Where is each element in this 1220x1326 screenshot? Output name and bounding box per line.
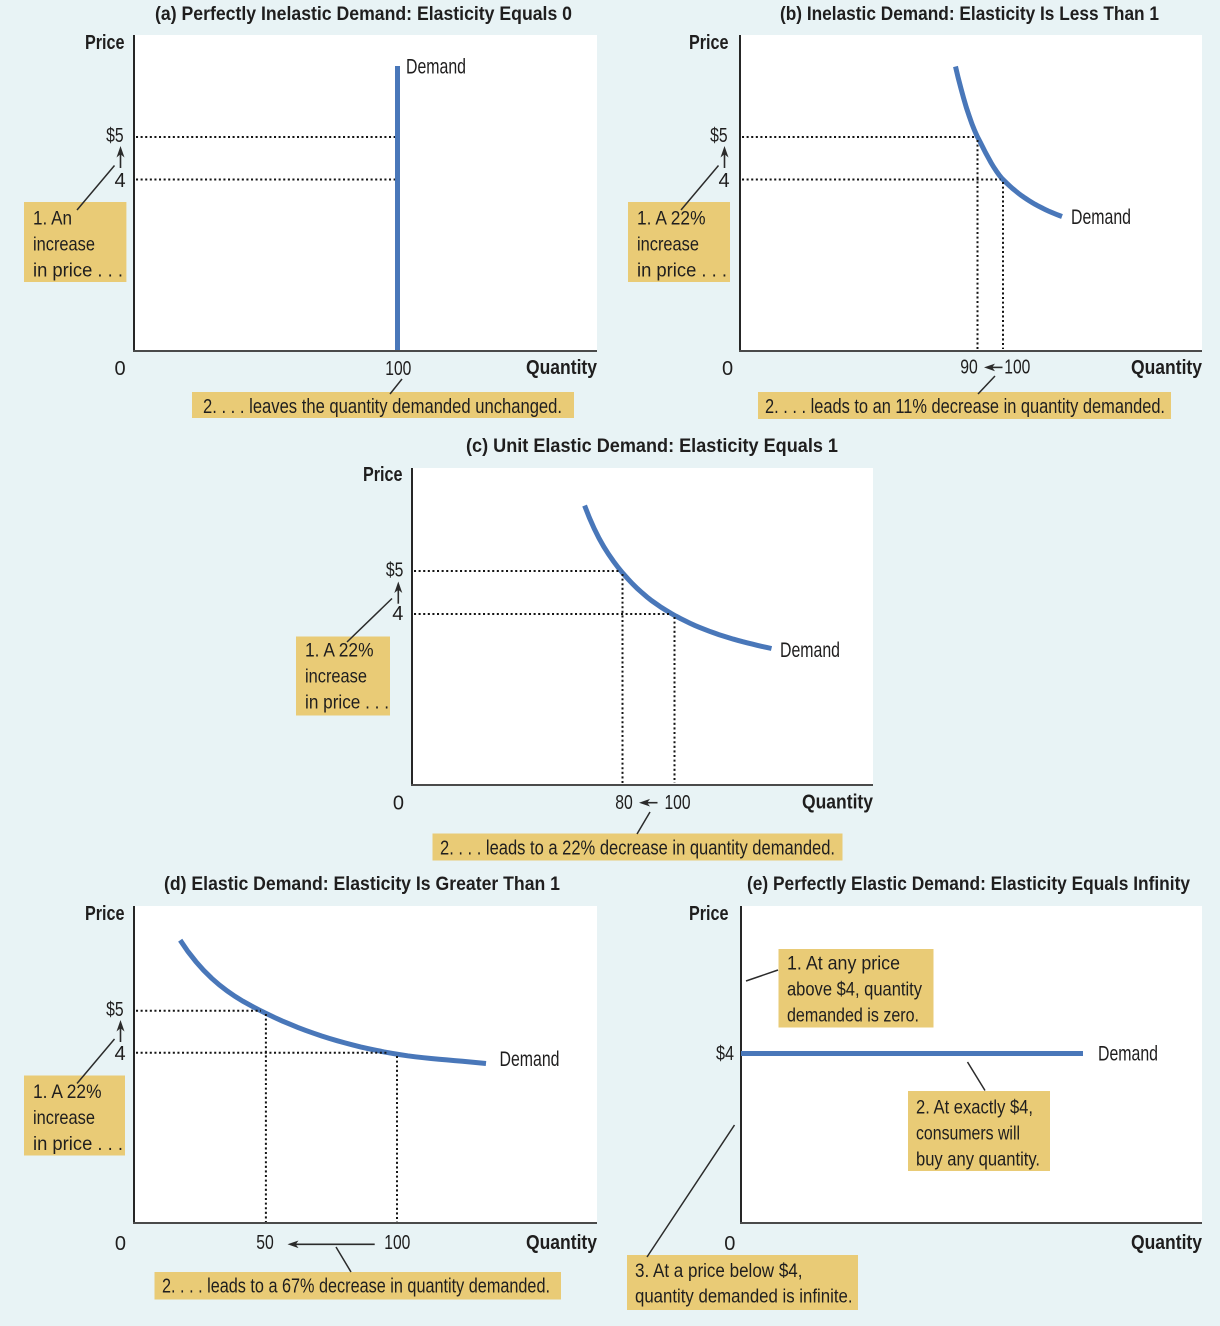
- svg-text:2. . . . leads to a 67% decrea: 2. . . . leads to a 67% decrease in quan…: [162, 1276, 550, 1298]
- svg-text:50: 50: [256, 1232, 274, 1254]
- svg-text:increase: increase: [33, 234, 95, 256]
- svg-text:$5: $5: [106, 125, 124, 147]
- svg-text:in price . . .: in price . . .: [637, 260, 727, 282]
- svg-text:1. A 22%: 1. A 22%: [305, 640, 374, 662]
- svg-text:above $4, quantity: above $4, quantity: [787, 979, 922, 1001]
- svg-text:quantity demanded is infinite.: quantity demanded is infinite.: [635, 1286, 853, 1308]
- svg-text:Demand: Demand: [1071, 206, 1131, 229]
- svg-text:4: 4: [718, 170, 729, 192]
- svg-text:Quantity: Quantity: [526, 357, 598, 379]
- svg-text:0: 0: [115, 1233, 126, 1255]
- svg-text:Price: Price: [85, 903, 125, 925]
- svg-text:0: 0: [724, 1233, 735, 1255]
- svg-text:0: 0: [114, 358, 125, 380]
- svg-text:2. At exactly $4,: 2. At exactly $4,: [916, 1097, 1033, 1119]
- svg-text:Demand: Demand: [406, 56, 466, 79]
- svg-text:1. A 22%: 1. A 22%: [637, 208, 706, 230]
- svg-text:in price . . .: in price . . .: [305, 692, 389, 714]
- svg-text:2. . . . leads to an 11% decre: 2. . . . leads to an 11% decrease in qua…: [765, 396, 1165, 418]
- svg-text:Quantity: Quantity: [526, 1232, 598, 1254]
- svg-text:Quantity: Quantity: [1131, 357, 1203, 379]
- svg-text:$5: $5: [710, 125, 728, 147]
- svg-text:in price . . .: in price . . .: [33, 1133, 123, 1155]
- svg-text:1. At any price: 1. At any price: [787, 953, 900, 975]
- svg-text:(c) Unit Elastic Demand: Elast: (c) Unit Elastic Demand: Elasticity Equa…: [466, 435, 838, 457]
- svg-text:0: 0: [722, 358, 733, 380]
- svg-text:Price: Price: [689, 903, 729, 925]
- svg-text:(a) Perfectly Inelastic Demand: (a) Perfectly Inelastic Demand: Elastici…: [155, 3, 572, 25]
- svg-text:Quantity: Quantity: [802, 792, 874, 814]
- svg-text:$5: $5: [386, 560, 404, 582]
- svg-text:2. . . . leaves the quantity d: 2. . . . leaves the quantity demanded un…: [203, 396, 562, 418]
- svg-text:consumers will: consumers will: [916, 1123, 1020, 1145]
- svg-text:100: 100: [665, 792, 691, 814]
- svg-text:4: 4: [114, 1043, 125, 1065]
- svg-text:Quantity: Quantity: [1131, 1232, 1203, 1254]
- svg-text:0: 0: [393, 793, 404, 815]
- svg-text:Demand: Demand: [500, 1048, 560, 1071]
- svg-text:2. . . . leads to a 22% decrea: 2. . . . leads to a 22% decrease in quan…: [440, 838, 835, 860]
- svg-text:increase: increase: [637, 234, 699, 256]
- svg-text:80: 80: [615, 792, 633, 814]
- svg-text:increase: increase: [33, 1107, 95, 1129]
- svg-text:3. At a price below $4,: 3. At a price below $4,: [635, 1260, 803, 1282]
- svg-text:100: 100: [385, 358, 411, 380]
- svg-text:$4: $4: [716, 1043, 734, 1065]
- svg-text:90: 90: [960, 357, 978, 379]
- svg-text:100: 100: [1004, 357, 1030, 379]
- svg-text:$5: $5: [106, 999, 124, 1021]
- svg-text:4: 4: [114, 170, 125, 192]
- svg-text:Demand: Demand: [1098, 1043, 1158, 1066]
- svg-text:4: 4: [392, 603, 403, 625]
- svg-text:in price . . .: in price . . .: [33, 260, 123, 282]
- svg-text:1. An: 1. An: [33, 208, 72, 230]
- svg-text:(d) Elastic Demand: Elasticity: (d) Elastic Demand: Elasticity Is Greate…: [164, 873, 560, 895]
- svg-text:Price: Price: [85, 32, 125, 54]
- svg-text:100: 100: [384, 1232, 410, 1254]
- svg-text:demanded is zero.: demanded is zero.: [787, 1005, 919, 1027]
- svg-text:(b) Inelastic Demand: Elastici: (b) Inelastic Demand: Elasticity Is Less…: [780, 3, 1159, 25]
- svg-text:Demand: Demand: [780, 639, 840, 662]
- svg-text:Price: Price: [363, 464, 403, 486]
- svg-text:increase: increase: [305, 666, 367, 688]
- svg-text:Price: Price: [689, 32, 729, 54]
- svg-text:(e) Perfectly Elastic Demand:: (e) Perfectly Elastic Demand: Elasticity…: [747, 873, 1190, 895]
- svg-text:buy any quantity.: buy any quantity.: [916, 1149, 1040, 1171]
- svg-text:1. A 22%: 1. A 22%: [33, 1081, 102, 1103]
